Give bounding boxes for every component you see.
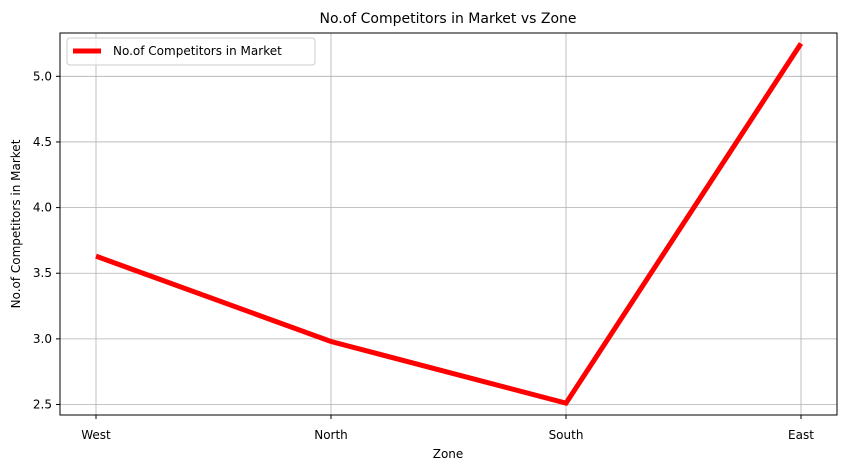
x-tick-label: North	[314, 428, 348, 442]
x-axis-label: Zone	[433, 447, 464, 461]
legend-entry-label: No.of Competitors in Market	[113, 44, 282, 58]
series-line	[95, 42, 804, 407]
ticks-layer: West North South East 2.5 3.0 3.5 4.0 4.5 5.0	[33, 69, 814, 442]
legend-box	[66, 37, 316, 66]
y-tick-label: 5.0	[33, 69, 52, 83]
x-tick-label: East	[788, 428, 814, 442]
series-layer	[95, 42, 804, 407]
plot-area-frame	[59, 32, 838, 416]
y-tick-label: 4.0	[33, 201, 52, 215]
y-tick-label: 3.5	[33, 266, 52, 280]
x-tick-label: South	[549, 428, 584, 442]
x-tick-label: West	[81, 428, 111, 442]
y-axis-label: No.of Competitors in Market	[9, 139, 23, 308]
y-tick-label: 3.0	[33, 332, 52, 346]
y-tick-label: 4.5	[33, 135, 52, 149]
y-tick-label: 2.5	[33, 397, 52, 411]
legend: No.of Competitors in Market	[66, 37, 316, 66]
chart-title: No.of Competitors in Market vs Zone	[319, 11, 576, 27]
grid-layer	[60, 33, 837, 415]
